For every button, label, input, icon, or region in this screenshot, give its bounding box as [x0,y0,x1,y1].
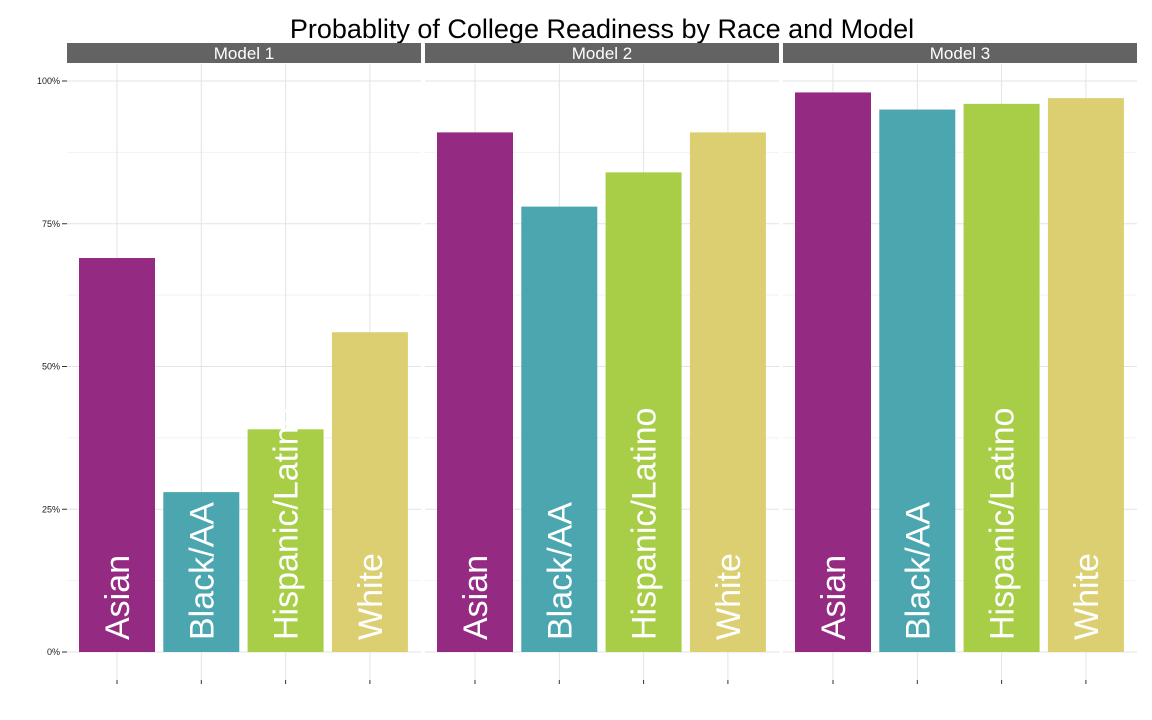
bar [521,206,598,652]
bar [437,132,513,652]
bar-label: White [1068,553,1106,640]
y-tick-label: 50% [42,362,60,372]
facet-strip-label: Model 1 [214,44,274,63]
bar [331,332,408,652]
facet-strip-label: Model 2 [572,44,632,63]
chart-title: Probablity of College Readiness by Race … [290,14,914,44]
bar-label: Hispanic/Latino [626,408,664,640]
bar [247,429,324,652]
facet-strip [425,43,779,63]
bar [1047,98,1124,652]
bar [963,103,1040,653]
facet-panel: Model 1 Asian Black/AA Hispanic/Latino White [67,43,421,680]
facet-strip [783,43,1137,63]
bar-label: Asian [815,555,853,640]
bar [795,92,871,653]
bar [163,492,240,652]
facet-strip-label: Model 3 [930,44,990,63]
bar-label: Asian [457,555,495,640]
bar [689,132,766,652]
facet-panel: Model 2 Asian Black/AA Hispanic/Latino White [425,43,779,680]
bar-label: Black/AA [183,502,221,640]
y-tick-label: 75% [42,219,60,229]
bar-label: Black/AA [899,502,937,640]
bar-label: White [352,553,390,640]
y-tick-label: 100% [37,76,60,86]
bar-label: Hispanic/Latino [268,408,306,640]
bar [605,172,682,653]
bar [879,109,956,653]
bar-label: White [710,553,748,640]
bar [79,258,155,652]
facet-strip [67,43,421,63]
facet-panel: Model 3 Asian Black/AA Hispanic/Latino White [783,43,1137,680]
y-tick-label: 0% [47,647,60,657]
facet-panels: Model 1 Asian Black/AA Hispanic/Latino White… [67,43,1137,680]
bar-label: Black/AA [541,502,579,640]
bar-label: Asian [99,555,137,640]
bar-label: Hispanic/Latino [984,408,1022,640]
y-axis: 0% 25% 50% 75% 100% [37,76,1087,684]
y-tick-label: 25% [42,504,60,514]
